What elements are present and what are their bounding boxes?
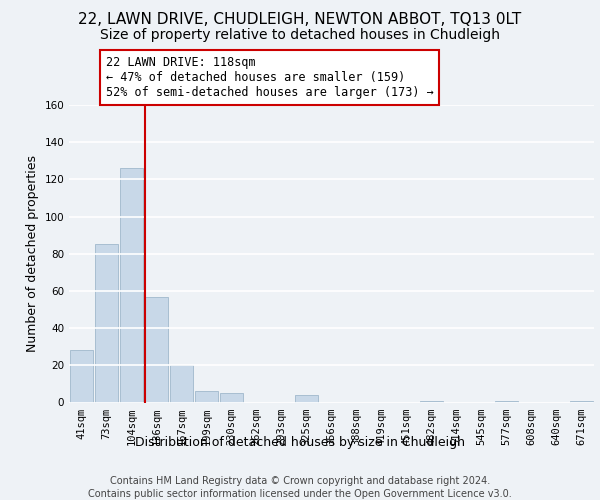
Bar: [194, 392, 218, 402]
Text: Contains public sector information licensed under the Open Government Licence v3: Contains public sector information licen…: [88, 489, 512, 499]
Bar: [170, 366, 193, 403]
Text: Size of property relative to detached houses in Chudleigh: Size of property relative to detached ho…: [100, 28, 500, 42]
Text: 22 LAWN DRIVE: 118sqm
← 47% of detached houses are smaller (159)
52% of semi-det: 22 LAWN DRIVE: 118sqm ← 47% of detached …: [106, 56, 433, 99]
Bar: [145, 296, 169, 403]
Text: 22, LAWN DRIVE, CHUDLEIGH, NEWTON ABBOT, TQ13 0LT: 22, LAWN DRIVE, CHUDLEIGH, NEWTON ABBOT,…: [79, 12, 521, 28]
Bar: [295, 395, 319, 402]
Bar: [419, 400, 443, 402]
Bar: [220, 393, 244, 402]
Y-axis label: Number of detached properties: Number of detached properties: [26, 155, 39, 352]
Bar: [569, 400, 593, 402]
Bar: [70, 350, 94, 403]
Text: Distribution of detached houses by size in Chudleigh: Distribution of detached houses by size …: [135, 436, 465, 449]
Bar: [119, 168, 143, 402]
Bar: [494, 400, 518, 402]
Text: Contains HM Land Registry data © Crown copyright and database right 2024.: Contains HM Land Registry data © Crown c…: [110, 476, 490, 486]
Bar: [95, 244, 118, 402]
